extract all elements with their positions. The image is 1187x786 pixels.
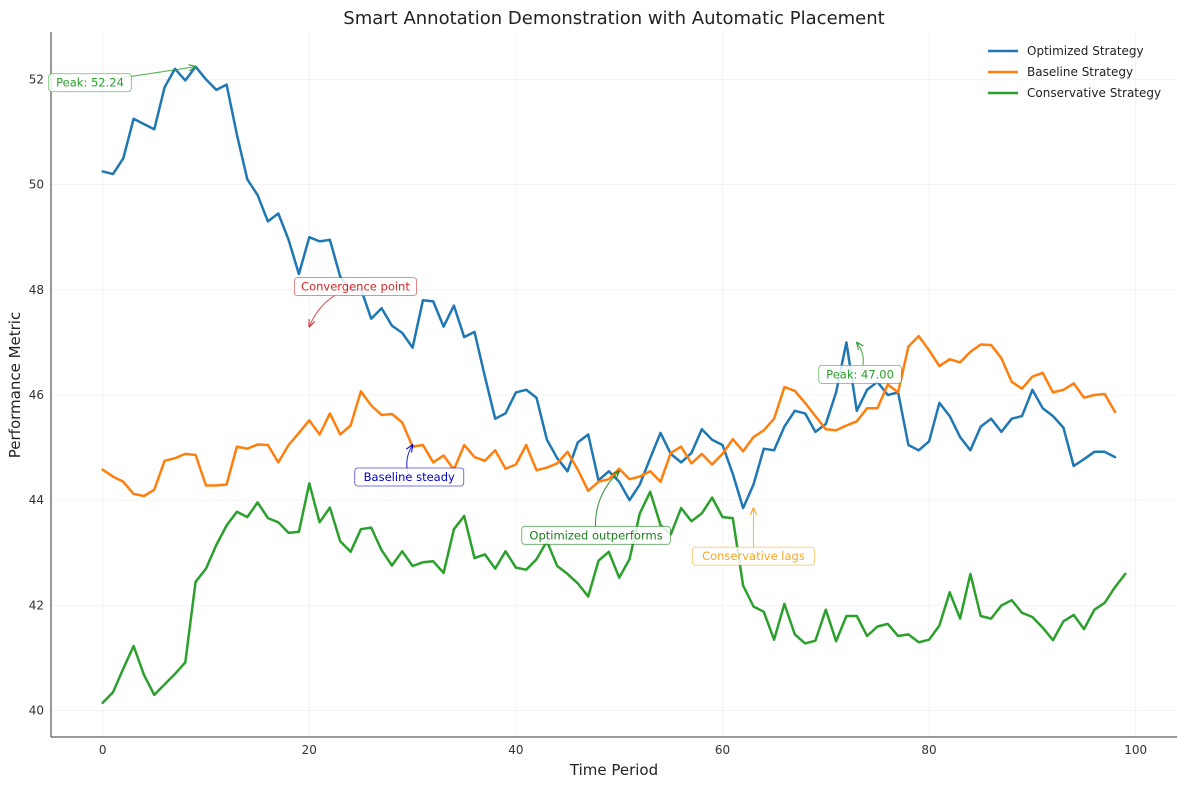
axes: 0 20 40 60 80 100 40 42 44 46 48 50 52	[29, 32, 1177, 757]
x-tick-label: 100	[1124, 743, 1147, 757]
x-axis-label: Time Period	[569, 761, 658, 779]
annotation-label: Peak: 47.00	[826, 367, 894, 381]
legend-label: Conservative Strategy	[1027, 86, 1161, 100]
legend-label: Optimized Strategy	[1027, 44, 1144, 58]
annotation-label: Peak: 52.24	[56, 76, 124, 90]
x-tick-label: 60	[715, 743, 730, 757]
series-line	[101, 334, 1117, 498]
annotation-box	[521, 525, 671, 545]
annotation-box	[48, 73, 132, 93]
series-line	[101, 482, 1127, 705]
annotation-label: Baseline steady	[364, 470, 455, 484]
series-lines	[101, 65, 1127, 705]
annotation-label: Convergence point	[301, 280, 410, 294]
series-line	[101, 65, 1117, 510]
chart-title: Smart Annotation Demonstration with Auto…	[343, 8, 884, 29]
grid	[51, 32, 1177, 737]
y-tick-label: 46	[29, 388, 44, 402]
annotation-label: Optimized outperforms	[529, 528, 662, 542]
legend: Optimized Strategy Baseline Strategy Conse…	[988, 44, 1161, 100]
y-tick-label: 40	[29, 704, 44, 718]
x-tick-label: 80	[921, 743, 936, 757]
y-tick-label: 42	[29, 598, 44, 612]
annotation-label: Conservative lags	[702, 549, 805, 563]
y-tick-label: 52	[29, 72, 44, 86]
x-tick-label: 0	[99, 743, 107, 757]
y-tick-label: 44	[29, 493, 44, 507]
y-axis-label: Performance Metric	[6, 312, 24, 458]
annotation-box	[818, 365, 902, 384]
x-tick-label: 20	[302, 743, 317, 757]
annotation-box	[691, 546, 815, 566]
legend-label: Baseline Strategy	[1027, 65, 1133, 79]
annotations: Peak: 52.24 Convergence point Baseline ste…	[48, 67, 902, 566]
annotation-box	[354, 467, 465, 487]
x-tick-label: 40	[508, 743, 523, 757]
annotation-box	[293, 277, 417, 297]
y-tick-label: 48	[29, 283, 44, 297]
y-tick-label: 50	[29, 178, 44, 192]
